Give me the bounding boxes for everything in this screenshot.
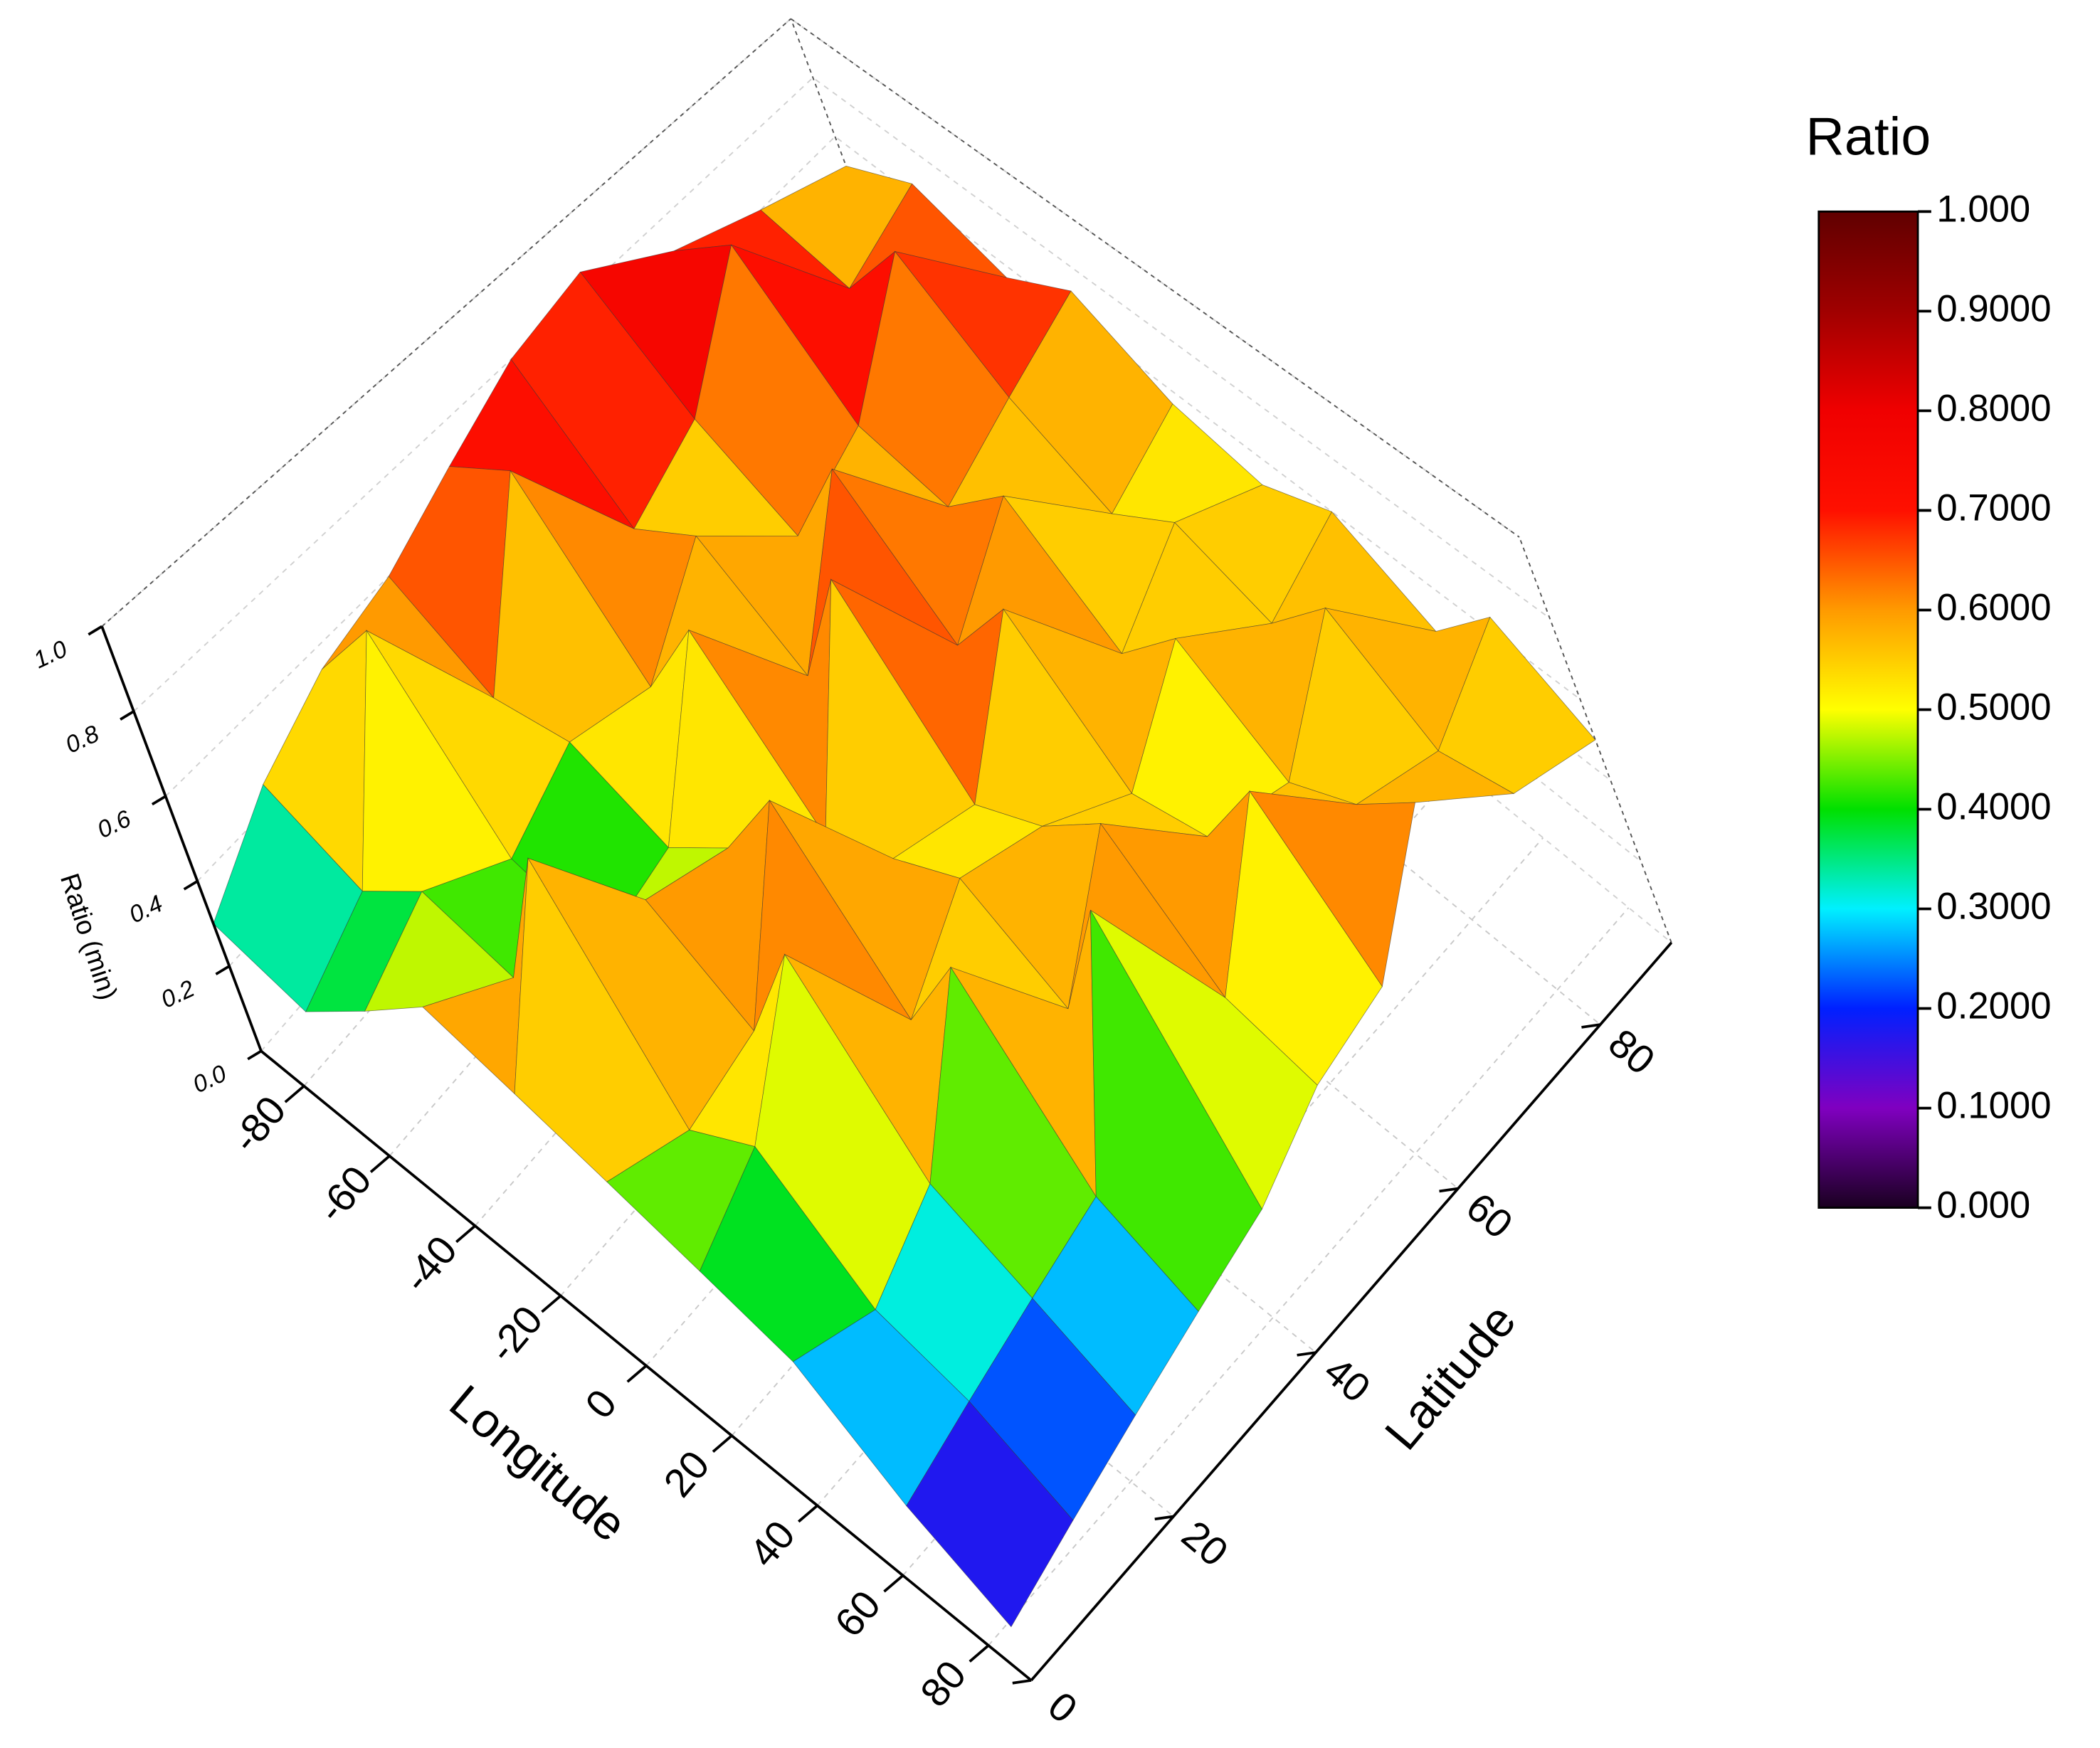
colorbar-tick-label: 0.7000: [1936, 487, 2051, 529]
y-tick: [1581, 1023, 1601, 1029]
x-tick-label: 0: [576, 1381, 625, 1427]
y-tick-label: 40: [1316, 1348, 1379, 1411]
y-tick: [1154, 1515, 1174, 1521]
y-tick: [1439, 1187, 1459, 1193]
z-tick-label: 1.0: [29, 635, 71, 674]
colorbar-tick-label: 0.3000: [1936, 885, 2051, 927]
y-tick-label: 60: [1458, 1184, 1521, 1247]
y-axis-label: Latitude: [1375, 1294, 1526, 1460]
x-tick: [969, 1644, 990, 1663]
x-tick: [455, 1224, 476, 1244]
x-tick-label: -40: [394, 1227, 466, 1301]
z-tick: [247, 1049, 262, 1061]
z-tick: [88, 625, 103, 636]
x-tick: [797, 1504, 818, 1523]
x-tick-label: 40: [741, 1512, 804, 1575]
colorbar: [1817, 210, 1919, 1209]
y-axis-line: [1030, 941, 1673, 1682]
z-tick: [120, 710, 134, 721]
z-tick-label: 0.2: [157, 975, 199, 1013]
colorbar-tick-label: 1.000: [1936, 188, 2030, 230]
colorbar-tick-label: 0.1000: [1936, 1084, 2051, 1126]
grid-line: [988, 907, 1630, 1646]
x-tick: [284, 1085, 305, 1103]
colorbar-tick-label: 0.2000: [1936, 985, 2051, 1027]
z-tick: [183, 880, 199, 891]
z-axis-line: [100, 625, 263, 1052]
colorbar-tick-label: 0.4000: [1936, 785, 2051, 827]
surface-cell: [906, 1401, 1074, 1628]
x-tick: [712, 1434, 733, 1453]
y-tick: [1297, 1351, 1317, 1357]
colorbar-title: Ratio: [1806, 107, 1931, 166]
y-tick: [1012, 1679, 1032, 1685]
x-tick-label: 80: [912, 1652, 975, 1715]
y-tick-label: 20: [1173, 1512, 1237, 1575]
x-tick-label: 60: [826, 1582, 890, 1646]
x-tick: [626, 1365, 648, 1383]
z-tick-label: 0.8: [61, 720, 103, 758]
x-tick: [883, 1574, 904, 1593]
x-tick-label: 20: [655, 1442, 718, 1505]
z-tick: [151, 795, 167, 806]
x-tick-label: -20: [480, 1297, 552, 1370]
z-axis-label: Ratio (min): [55, 869, 124, 1003]
x-tick: [541, 1294, 562, 1313]
colorbar-tick-label: 0.5000: [1936, 686, 2051, 728]
x-tick: [369, 1155, 391, 1173]
colorbar-tick-label: 0.6000: [1936, 586, 2051, 628]
z-tick-label: 0.6: [93, 805, 135, 844]
z-tick-label: 0.0: [189, 1060, 231, 1098]
y-tick-label: 80: [1600, 1020, 1664, 1084]
z-tick-label: 0.4: [125, 890, 167, 928]
colorbar-tick-label: 0.9000: [1936, 287, 2051, 329]
colorbar-tick-label: 0.000: [1936, 1185, 2030, 1227]
z-tick: [215, 965, 231, 975]
x-tick-label: -80: [223, 1088, 295, 1161]
colorbar-tick-label: 0.8000: [1936, 387, 2051, 429]
x-tick-label: -60: [308, 1158, 380, 1231]
box-edge: [101, 18, 791, 627]
y-tick-label: 0: [1040, 1683, 1086, 1732]
